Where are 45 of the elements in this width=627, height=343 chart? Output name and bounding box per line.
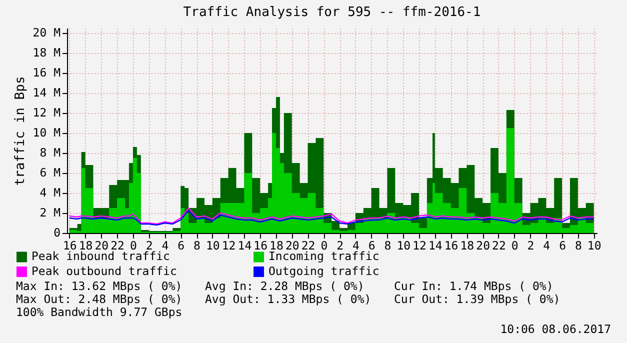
x-tick-label: 4: [543, 238, 550, 252]
x-tick-label: 16: [254, 238, 268, 252]
x-tick-label: 10: [206, 238, 220, 252]
line-series: [68, 210, 594, 226]
text: Avg Out: 1.33 MBps ( 0%): [205, 292, 372, 306]
x-tick-label: 2: [527, 238, 534, 252]
x-tick-label: 16: [444, 238, 458, 252]
y-tick-label: 8 M: [40, 146, 61, 160]
text: Cur Out: 1.39 MBps ( 0%): [394, 292, 560, 306]
text: 10:06 08.06.2017: [500, 322, 612, 336]
text: Max Out: 2.48 MBps ( 0%): [16, 292, 182, 306]
y-axis-title: traffic in Bps: [12, 76, 28, 186]
text: Cur In: 1.74 MBps ( 0%): [394, 279, 554, 293]
y-tick-label: 18 M: [32, 46, 61, 60]
y-tick-label: 10 M: [32, 126, 61, 140]
y-tick-label: 2 M: [40, 206, 61, 220]
legend-label: Outgoing traffic: [268, 264, 380, 278]
x-tick-label: 10: [587, 238, 602, 252]
y-tick-label: 14 M: [32, 86, 61, 100]
x-tick-label: 8: [574, 238, 582, 252]
y-tick-label: 6 M: [40, 166, 61, 180]
text: Max In: 13.62 MBps ( 0%): [16, 279, 182, 293]
x-tick-label: 14: [238, 238, 252, 252]
y-tick-label: 16 M: [32, 66, 61, 80]
x-tick-label: 8: [384, 238, 392, 252]
x-tick-label: 22: [492, 238, 506, 252]
x-tick-label: 6: [559, 238, 566, 252]
x-tick-label: 20: [476, 238, 490, 252]
text: 100% Bandwidth 9.77 GBps: [16, 305, 182, 319]
legend-label: Peak outbound traffic: [32, 264, 177, 278]
y-tick-label: 20 M: [32, 26, 61, 40]
line-series: [68, 207, 594, 225]
x-tick-label: 8: [194, 238, 201, 252]
y-tick-label: 0: [54, 226, 61, 240]
chart-title: Traffic Analysis for 595 -- ffm-2016-1: [183, 5, 481, 20]
x-tick-label: 0: [511, 238, 518, 252]
y-tick-label: 4 M: [40, 186, 61, 200]
y-tick-label: 12 M: [32, 106, 61, 120]
text: Avg In: 2.28 MBps ( 0%): [205, 279, 364, 293]
x-tick-label: 12: [222, 238, 236, 252]
x-tick-label: 14: [428, 238, 442, 252]
x-tick-label: 6: [178, 238, 185, 252]
x-tick-label: 18: [460, 238, 474, 252]
x-tick-label: 12: [412, 238, 426, 252]
x-tick-label: 10: [396, 238, 411, 252]
